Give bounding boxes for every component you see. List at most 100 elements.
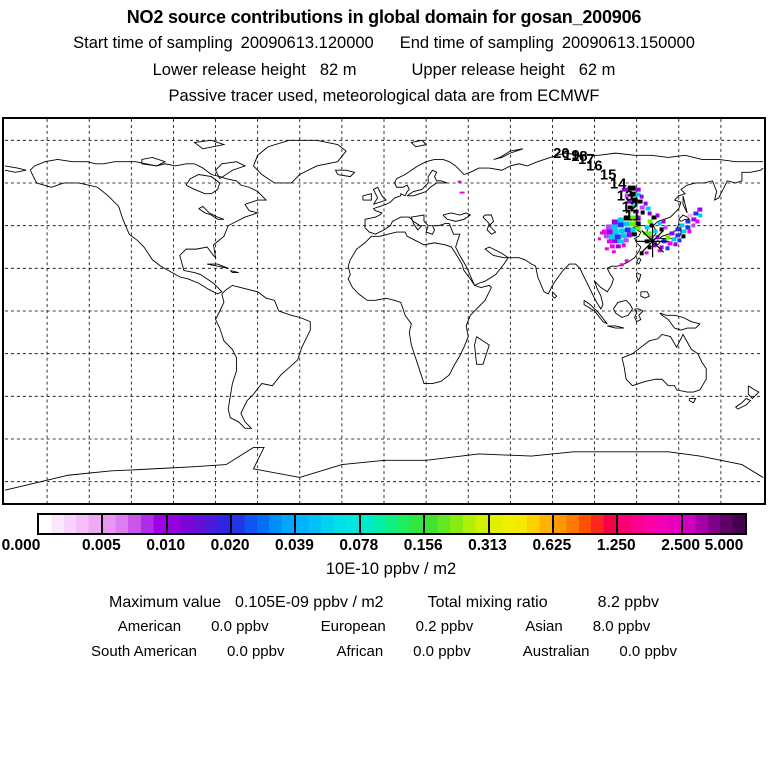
colorbar-cell [230,515,295,533]
region-value: 8.0 ppbv [592,618,651,635]
concentration-cell [663,225,668,230]
concentration-cell [459,191,465,194]
concentration-cell [649,223,654,228]
coastline [185,174,221,195]
coastline [583,299,608,325]
concentration-cell [457,180,462,183]
coastline [482,214,497,235]
trajectory-day-label: 13 [617,188,634,205]
coastline [634,308,644,323]
stats-row: South American 0.0 ppbv African 0.0 ppbv Aus… [0,643,768,660]
concentration-cell [651,215,657,220]
concentration-cell [611,219,618,225]
upper-release-label: Upper release height [411,61,565,79]
trajectory-day-label: 19 [563,147,580,164]
concentration-cell [665,235,671,240]
concentration-cell [635,192,641,197]
coastline [607,325,625,329]
coastline [207,263,229,269]
world-map-panel: 20 19 18 17 16 15 14 13 12 11 [2,117,766,505]
concentration-cell [611,239,618,244]
concentration-cell [601,229,607,235]
concentration-cell [657,249,662,253]
page-title: NO2 source contributions in global domai… [126,7,642,27]
concentration-cell [665,246,670,251]
concentration-cell [681,234,686,239]
colorbar-tick-label: 0.000 [1,537,41,554]
colorbar-cell [165,515,231,533]
region-stat: South American 0.0 ppbv [91,643,284,660]
concentration-cell [644,225,650,230]
concentration-cell [698,213,703,218]
colorbar-cell [680,515,745,533]
coastline [734,398,752,410]
region-value: 0.0 ppbv [211,618,269,635]
colorbar-tick-label: 0.020 [210,537,250,554]
total-mixing-ratio-value: 8.2 ppbv [597,594,659,611]
concentration-cell [647,245,652,250]
trajectory-day-label: 15 [600,167,617,184]
region-value: 0.0 ppbv [619,643,677,660]
concentration-cell [627,185,636,191]
concentration-cell [617,222,624,228]
concentration-cell [697,207,703,212]
coastline [372,186,387,205]
coastline [334,169,356,178]
concentration-cell [619,263,624,267]
concentration-cell [605,224,612,230]
coastline [252,139,347,184]
concentration-cell [691,223,696,228]
concentration-cell [639,251,644,256]
concentration-cell [624,259,629,263]
coastline [229,270,239,274]
colorbar-cell [294,515,359,533]
concentration-cell [632,203,638,208]
concentration-cell [639,194,644,199]
trajectory-day-label: 11 [625,207,641,224]
concentration-cell [640,210,645,215]
coastline [4,447,764,491]
coastline [364,167,764,310]
colorbar-tick-label: 2.500 [661,537,701,554]
concentration-cell [655,235,660,240]
concentration-cell [653,229,658,234]
coastline [347,231,492,384]
coastline [747,385,760,400]
coastline [4,165,27,173]
max-value-label: Maximum value [108,594,222,611]
concentration-cell [655,213,660,218]
concentration-cell [608,234,615,240]
colorbar-tick-label: 0.005 [81,537,121,554]
coastline [640,291,650,299]
colorbar-tick-label: 0.625 [532,537,572,554]
coastline [410,139,427,148]
concentration-cell [652,243,657,248]
coastline [636,272,642,283]
coastline [406,169,448,197]
colorbar-cell [39,515,102,533]
stats-rows: American 0.0 ppbv European 0.2 ppbv Asian 8.0… [0,618,768,668]
concentration-cell [599,231,604,235]
concentration-cell [617,239,624,244]
concentration-cell [617,217,624,223]
colorbar-tick-label: 0.010 [146,537,186,554]
concentration-cell [644,251,649,255]
concentration-cell [687,229,692,234]
colorbar-unit-label: 10E-10 ppbv / m2 [325,560,457,578]
concentration-cell [635,187,641,192]
concentration-cell [614,234,621,240]
concentration-cell [627,205,633,210]
trajectory-day-label: 17 [578,151,595,168]
coastline [198,205,225,220]
concentration-cell [671,237,677,242]
concentration-cell [629,191,636,197]
concentration-cell [681,229,687,234]
concentration-cell [612,229,619,235]
coastline [678,214,691,222]
concentration-cell [685,219,691,224]
concentration-cell [643,201,648,206]
concentration-cell [685,225,691,230]
concentration-cell [623,238,629,243]
stats-summary-line: Maximum value 0.105E-09 ppbv / m2 Total mi… [0,594,768,612]
